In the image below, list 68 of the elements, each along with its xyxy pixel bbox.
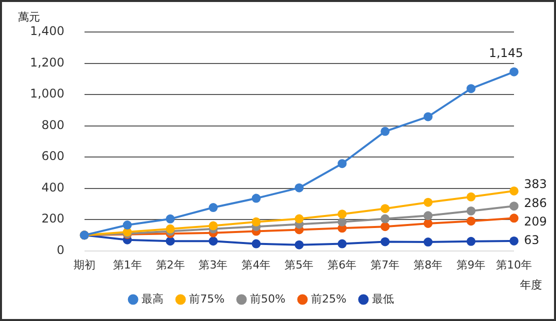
legend-label: 前75% bbox=[189, 292, 225, 306]
point bbox=[294, 183, 304, 192]
point bbox=[424, 238, 433, 247]
point bbox=[380, 222, 390, 232]
x-tick-label: 第2年 bbox=[156, 258, 185, 272]
x-tick-label: 期初 bbox=[73, 258, 96, 272]
x-tick-label: 第1年 bbox=[112, 258, 142, 272]
y-tick-label: 800 bbox=[41, 118, 64, 132]
point bbox=[208, 203, 218, 212]
point bbox=[338, 239, 347, 248]
point bbox=[510, 67, 518, 76]
point bbox=[424, 112, 433, 122]
legend-label: 最高 bbox=[142, 292, 164, 306]
point bbox=[466, 216, 476, 226]
y-tick-label: 400 bbox=[41, 180, 64, 194]
legend-label: 前50% bbox=[250, 292, 286, 306]
x-tick-label: 第4年 bbox=[242, 258, 271, 272]
point bbox=[338, 210, 347, 219]
y-axis-title: 萬元 bbox=[18, 10, 40, 24]
point bbox=[166, 236, 175, 246]
legend-label: 前25% bbox=[310, 292, 346, 306]
point bbox=[466, 84, 476, 94]
point bbox=[208, 221, 218, 230]
point bbox=[166, 214, 175, 224]
y-tick-label: 200 bbox=[41, 212, 64, 226]
data-label: 1,145 bbox=[488, 46, 524, 60]
data-label: 383 bbox=[524, 177, 547, 192]
y-tick-label: 1,200 bbox=[30, 55, 64, 70]
point bbox=[294, 214, 304, 224]
data-label: 63 bbox=[524, 233, 540, 248]
y-tick-label: 1,400 bbox=[30, 24, 64, 38]
point bbox=[166, 224, 175, 234]
point bbox=[510, 186, 518, 196]
point bbox=[424, 218, 433, 228]
x-tick-label: 第6年 bbox=[328, 258, 357, 272]
y-tick-label: 600 bbox=[41, 149, 64, 164]
x-tick-label: 第5年 bbox=[284, 258, 314, 272]
y-tick-label: 0 bbox=[56, 242, 64, 257]
point bbox=[424, 198, 433, 207]
x-tick-label: 第10年 bbox=[496, 258, 532, 272]
point bbox=[510, 236, 518, 246]
x-tick-label: 第3年 bbox=[198, 258, 228, 272]
point bbox=[510, 202, 518, 211]
point bbox=[252, 194, 261, 203]
x-tick-label: 第9年 bbox=[456, 258, 486, 272]
y-tick-label: 1,000 bbox=[30, 86, 64, 101]
point bbox=[338, 217, 347, 226]
point bbox=[424, 211, 433, 220]
point bbox=[252, 239, 261, 248]
data-label: 209 bbox=[524, 214, 547, 228]
point bbox=[466, 236, 476, 246]
point bbox=[466, 206, 476, 216]
point bbox=[466, 192, 476, 202]
data-label: 286 bbox=[524, 196, 547, 210]
point bbox=[294, 240, 304, 250]
point bbox=[338, 159, 347, 168]
x-axis-title: 年度 bbox=[520, 278, 542, 292]
point bbox=[380, 237, 390, 246]
point bbox=[252, 217, 261, 226]
x-tick-label: 第7年 bbox=[370, 258, 400, 272]
point bbox=[122, 220, 132, 230]
legend-label: 最低 bbox=[372, 292, 394, 306]
x-tick-label: 第8年 bbox=[414, 258, 443, 272]
point bbox=[510, 214, 518, 223]
point bbox=[380, 126, 390, 136]
point bbox=[380, 214, 390, 224]
point bbox=[380, 204, 390, 214]
point bbox=[208, 236, 218, 246]
